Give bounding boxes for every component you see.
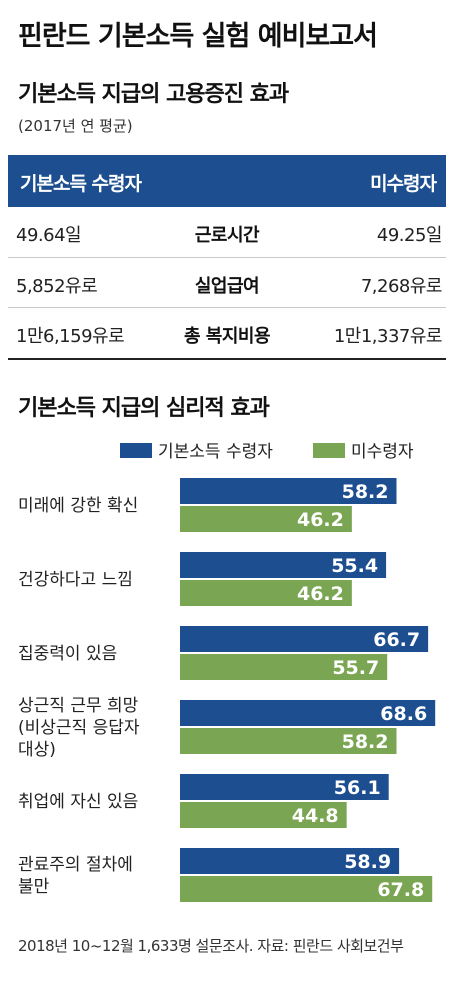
category-label: 건강하다고 느낌 [18,570,133,590]
table-row: 49.64일 근로시간 49.25일 [8,207,446,257]
psychological-section-title: 기본소득 지급의 심리적 효과 [18,396,270,421]
row-label: 실업급여 [194,276,260,297]
bar-recipient [180,552,387,578]
table-row: 5,852유로 실업급여 7,268유로 [8,258,446,308]
table-bottom-rule [8,358,446,360]
bar-recipient [180,774,389,800]
bar-non-recipient [180,506,352,532]
bar-non-recipient [180,728,397,754]
bar-recipient [180,626,429,652]
bar-value-label: 58.9 [344,851,391,873]
category-label: 집중력이 있음 [18,644,117,664]
bar-value-label: 55.4 [331,555,378,577]
legend-swatch-recipient [120,443,152,458]
table-header: 기본소득 수령자 미수령자 [8,155,446,207]
psychological-effect-chart: 미래에 강한 확신 58.2 46.2 건강하다고 느낌 55.4 46.2 집중력이 있음… [18,478,436,902]
legend-swatch-non-recipient [313,443,345,458]
non-recipient-value: 49.25일 [376,225,443,246]
row-label: 총 복지비용 [183,326,271,347]
bar-recipient [180,478,397,504]
page-title: 핀란드 기본소득 실험 예비보고서 [18,21,378,52]
table-row: 1만6,159유로 총 복지비용 1만1,337유로 [8,308,446,358]
bar-non-recipient [180,802,347,828]
bar-non-recipient [180,654,388,680]
legend-item-recipient: 기본소득 수령자 [120,437,273,462]
bar-recipient [180,700,436,726]
bar-recipient [180,848,400,874]
recipient-value: 49.64일 [16,225,82,246]
row-label: 근로시간 [194,225,260,246]
bar-value-label: 67.8 [377,879,424,901]
bar-value-label: 46.2 [297,583,344,605]
recipient-value: 5,852유로 [16,276,98,297]
header-non-recipient: 미수령자 [370,173,437,195]
row-divider [8,257,446,258]
bar-value-label: 44.8 [292,805,339,827]
legend-item-non-recipient: 미수령자 [313,437,414,462]
bar-value-label: 55.7 [332,657,379,679]
employment-section-title: 기본소득 지급의 고용증진 효과 [18,82,289,107]
category-label: 대상) [18,740,56,760]
category-label: (비상근직 응답자 [18,718,140,738]
source-note: 2018년 10~12월 1,633명 설문조사. 자료: 핀란드 사회보건부 [18,937,404,955]
bar-value-label: 58.2 [342,731,389,753]
bar-value-label: 66.7 [373,629,420,651]
row-divider [8,307,446,308]
bar-value-label: 56.1 [334,777,381,799]
non-recipient-value: 7,268유로 [360,276,443,297]
header-recipient: 기본소득 수령자 [20,173,142,195]
category-label: 불만 [18,877,50,897]
bar-non-recipient [180,580,352,606]
non-recipient-value: 1만1,337유로 [333,326,443,347]
category-label: 상근직 근무 희망 [18,696,139,716]
category-label: 관료주의 절차에 [18,855,133,875]
category-label: 취업에 자신 있음 [18,792,138,812]
bar-value-label: 58.2 [342,481,389,503]
bar-value-label: 46.2 [297,509,344,531]
legend-label-recipient: 기본소득 수령자 [158,442,273,462]
bar-value-label: 68.6 [380,703,427,725]
legend-label-non-recipient: 미수령자 [351,442,414,462]
employment-section-note: (2017년 연 평균) [18,117,133,135]
category-label: 미래에 강한 확신 [18,496,138,516]
bar-non-recipient [180,876,433,902]
recipient-value: 1만6,159유로 [16,326,125,347]
